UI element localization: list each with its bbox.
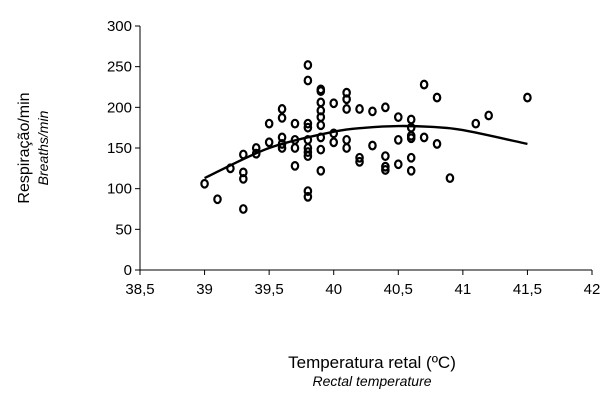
data-point <box>432 139 442 149</box>
data-point <box>239 174 248 184</box>
trendline-layer <box>204 124 528 180</box>
data-point <box>303 75 313 86</box>
data-point <box>342 94 351 105</box>
data-point <box>277 139 287 149</box>
y-tick-label: 100 <box>107 181 132 198</box>
data-point <box>329 128 339 139</box>
data-point <box>213 194 222 205</box>
x-axis-title: Temperatura retal (ºC) <box>288 353 456 372</box>
data-point <box>355 152 364 163</box>
x-tick-label: 41,5 <box>513 281 542 298</box>
data-point <box>381 102 390 113</box>
data-point <box>342 134 351 145</box>
data-point <box>355 156 364 167</box>
x-tick-label: 41 <box>455 281 472 298</box>
data-point <box>393 159 403 170</box>
data-point <box>393 134 403 145</box>
data-point <box>264 118 274 129</box>
y-tick-label: 150 <box>107 140 132 157</box>
data-point <box>471 118 481 129</box>
data-point <box>239 149 248 160</box>
data-point <box>200 178 209 189</box>
data-point <box>239 204 248 214</box>
data-point <box>226 163 235 174</box>
data-point <box>432 92 442 103</box>
data-point <box>406 152 416 163</box>
data-point <box>523 92 532 103</box>
x-tick-label: 39,5 <box>255 281 284 298</box>
y-tick-label: 200 <box>107 99 132 116</box>
data-point <box>277 143 287 153</box>
x-axis-subtitle: Rectal temperature <box>312 373 431 389</box>
x-tick-label: 40,5 <box>384 281 413 298</box>
data-point <box>303 151 313 162</box>
data-point <box>290 118 300 129</box>
data-point <box>264 137 274 148</box>
data-point <box>419 79 429 90</box>
data-point <box>277 113 287 123</box>
data-point <box>316 165 326 176</box>
data-point <box>290 160 300 171</box>
data-point <box>303 60 313 70</box>
axes: 0 50 100 150 200 250 300 38,5 39 39,5 40 40,5 41 41,5… <box>107 18 600 298</box>
data-point <box>303 191 313 202</box>
y-tick-label: 250 <box>107 59 132 76</box>
data-point <box>329 98 339 109</box>
y-tick-label: 50 <box>115 221 132 238</box>
data-point <box>303 122 313 133</box>
data-point <box>251 143 261 153</box>
y-tick-label: 0 <box>124 262 132 279</box>
x-tick-label: 40 <box>325 281 342 298</box>
x-tick-label: 38,5 <box>125 281 154 298</box>
data-point <box>342 143 351 153</box>
data-point <box>393 112 403 122</box>
data-point <box>277 104 287 114</box>
data-point <box>355 104 364 114</box>
data-points <box>200 60 532 214</box>
data-point <box>290 143 300 153</box>
y-tick-label: 300 <box>107 18 132 35</box>
y-axis-title: Respiração/min <box>16 92 33 203</box>
data-point <box>316 97 326 108</box>
data-point <box>484 110 493 121</box>
y-axis-subtitle: Breaths/min <box>35 110 51 185</box>
data-point <box>368 106 377 117</box>
data-point <box>303 118 313 129</box>
trendline <box>204 124 528 180</box>
data-point <box>368 140 377 151</box>
data-point <box>251 148 261 159</box>
data-point <box>316 132 326 143</box>
data-point <box>329 137 339 148</box>
data-point <box>381 151 390 162</box>
data-point <box>303 186 313 197</box>
data-point <box>342 104 351 114</box>
data-point <box>419 132 429 143</box>
data-point <box>316 120 326 131</box>
x-tick-label: 42 <box>584 281 601 298</box>
x-tick-label: 39 <box>196 281 213 298</box>
data-point <box>406 114 416 125</box>
data-point <box>316 86 326 96</box>
data-point <box>406 165 416 176</box>
data-point <box>381 165 390 175</box>
data-point <box>445 173 455 183</box>
data-point <box>406 133 416 144</box>
data-point <box>303 147 313 157</box>
data-point <box>316 144 326 155</box>
